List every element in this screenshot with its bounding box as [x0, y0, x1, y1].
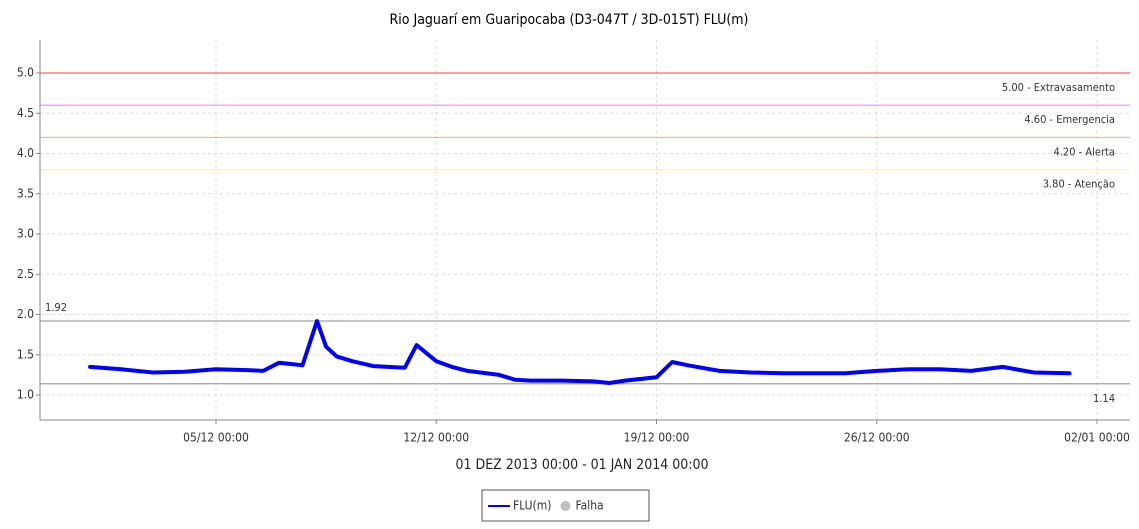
legend-swatch: [560, 501, 571, 511]
x-tick-label: 26/12 00:00: [844, 431, 910, 445]
threshold-label: 4.20 - Alerta: [1054, 145, 1116, 158]
min-label: 1.14: [1093, 392, 1115, 405]
chart-title: Rio Jaguarí em Guaripocaba (D3-047T / 3D…: [390, 12, 749, 28]
x-tick-label: 05/12 00:00: [183, 431, 249, 445]
max-label: 1.92: [45, 301, 67, 314]
legend-label: FLU(m): [513, 499, 551, 513]
threshold-label: 3.80 - Atenção: [1043, 178, 1115, 191]
x-tick-label: 12/12 00:00: [403, 431, 469, 445]
y-tick-label: 3.0: [17, 227, 34, 241]
data-line: [88, 319, 1072, 385]
y-tick-label: 1.0: [17, 388, 34, 402]
x-tick-label: 02/01 00:00: [1064, 431, 1130, 445]
y-tick-label: 3.5: [17, 186, 34, 200]
y-tick-label: 2.5: [17, 267, 34, 281]
y-tick-label: 4.0: [17, 146, 34, 160]
threshold-label: 5.00 - Extravasamento: [1002, 81, 1115, 94]
threshold-label: 4.60 - Emergencia: [1024, 113, 1115, 126]
y-tick-label: 2.0: [17, 307, 34, 321]
y-tick-label: 1.5: [17, 347, 34, 361]
legend-label: Falha: [575, 499, 603, 513]
plot-area: [40, 40, 1130, 420]
x-axis-label: 01 DEZ 2013 00:00 - 01 JAN 2014 00:00: [455, 457, 708, 473]
y-tick-label: 4.5: [17, 106, 34, 120]
x-tick-label: 19/12 00:00: [624, 431, 690, 445]
y-tick-label: 5.0: [17, 66, 34, 80]
